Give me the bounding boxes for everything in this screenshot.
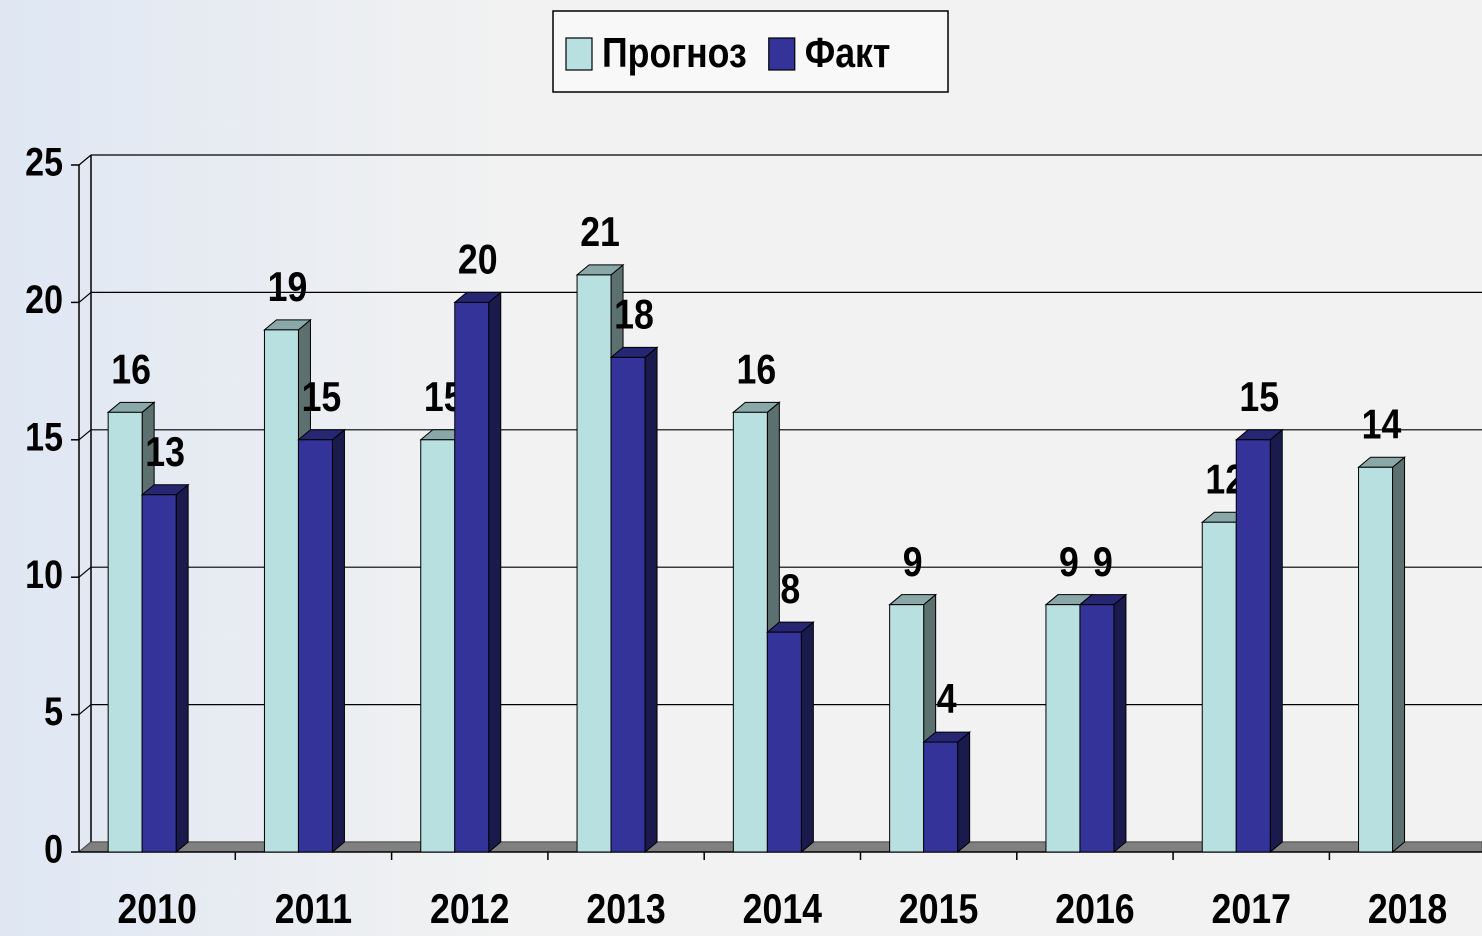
bar-side [957, 731, 971, 854]
y-tick-label: 15 [25, 414, 63, 459]
bar [922, 731, 972, 854]
x-tick-label: 2012 [430, 886, 509, 932]
legend-box [552, 10, 949, 93]
value-label: 14 [1362, 402, 1402, 448]
value-label: 4 [937, 677, 957, 723]
y-tick-label: 20 [25, 276, 63, 321]
y-tick-label: 10 [25, 551, 63, 596]
value-label: 18 [614, 292, 654, 338]
value-label: 15 [302, 374, 342, 420]
bar-front [1079, 604, 1115, 853]
bar [1234, 428, 1284, 854]
value-label: 16 [111, 347, 151, 393]
bar-front [297, 439, 333, 853]
bar-front [107, 411, 143, 853]
y-tick-label: 0 [44, 826, 63, 871]
value-label: 19 [268, 264, 308, 310]
bar-side [1269, 428, 1283, 854]
bar [297, 428, 346, 854]
bar-side [175, 483, 189, 854]
x-tick-label: 2010 [117, 886, 196, 932]
x-tick-label: 2013 [586, 886, 665, 932]
x-tick-label: 2018 [1368, 886, 1447, 932]
bar [140, 483, 190, 854]
bar-front [454, 301, 490, 853]
value-label: 15 [1239, 374, 1279, 420]
bar-side [1392, 456, 1406, 854]
bar-front [766, 631, 802, 853]
bar-front [576, 274, 612, 853]
y-tick-label: 5 [44, 689, 63, 734]
value-label: 13 [145, 429, 185, 475]
bar-front [263, 329, 299, 853]
legend-swatch [768, 37, 796, 71]
bar-side [800, 621, 814, 854]
bar-side [1113, 593, 1127, 854]
depth-tick [78, 154, 92, 166]
legend-label: Факт [805, 30, 891, 76]
x-tick-label: 2016 [1055, 886, 1134, 932]
bar-front [1045, 604, 1081, 853]
value-label: 21 [580, 209, 620, 255]
bar-front [1201, 521, 1237, 853]
bar [453, 291, 503, 854]
bar-front [1358, 466, 1394, 853]
legend-swatch [565, 37, 593, 71]
bar [765, 621, 815, 854]
bar-front [732, 411, 768, 853]
value-label: 9 [903, 539, 923, 585]
value-label: 8 [780, 567, 800, 613]
bar-front [889, 604, 925, 853]
x-tick-label: 2011 [275, 886, 352, 932]
value-label: 9 [1059, 539, 1079, 585]
bar-front [610, 356, 646, 853]
bar-side [331, 428, 345, 854]
bar-side [488, 291, 502, 854]
depth-tick [78, 429, 92, 441]
depth-tick [78, 566, 92, 578]
legend-label: Прогноз [602, 30, 747, 76]
depth-tick [78, 704, 92, 716]
bar-front [141, 494, 177, 853]
y-tick-label: 25 [25, 139, 63, 184]
value-label: 20 [458, 237, 498, 283]
bar [1078, 593, 1128, 854]
bar-front [420, 439, 456, 853]
x-tick-label: 2015 [899, 886, 978, 932]
value-label: 9 [1093, 539, 1113, 585]
x-tick-label: 2014 [743, 886, 823, 932]
x-tick-label: 2017 [1212, 886, 1291, 932]
value-label: 16 [736, 347, 776, 393]
bar-front [1235, 439, 1271, 853]
bar-front [923, 741, 959, 853]
bar-side [644, 346, 658, 854]
depth-tick [78, 291, 92, 303]
bar [1357, 456, 1406, 854]
bar [609, 346, 659, 854]
